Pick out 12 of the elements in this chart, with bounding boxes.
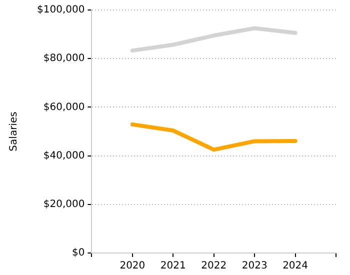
y-tick-label: $20,000 <box>43 198 85 210</box>
y-tick-label: $0 <box>72 248 85 259</box>
x-tick-label: 2021 <box>160 260 186 272</box>
y-axis-title: Salaries <box>8 112 20 152</box>
x-tick-label: 2023 <box>242 260 268 272</box>
y-tick-label: $60,000 <box>43 102 85 113</box>
x-tick-label: 2024 <box>282 260 308 272</box>
y-tick-label: $100,000 <box>36 4 85 16</box>
y-tick-label: $40,000 <box>43 150 85 162</box>
y-tick-label: $80,000 <box>43 53 85 64</box>
x-tick-label: 2020 <box>120 260 146 272</box>
x-tick-label: 2022 <box>201 260 227 272</box>
